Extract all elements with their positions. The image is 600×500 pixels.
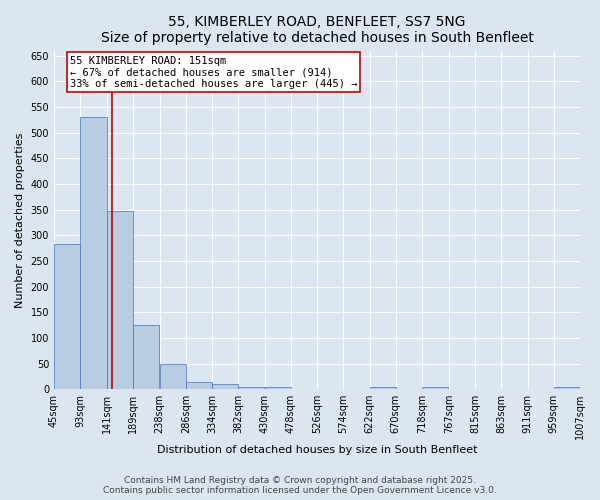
Bar: [370, 386, 396, 389]
Bar: [265, 386, 291, 389]
Text: 55 KIMBERLEY ROAD: 151sqm
← 67% of detached houses are smaller (914)
33% of semi: 55 KIMBERLEY ROAD: 151sqm ← 67% of detac…: [70, 56, 358, 89]
Bar: [107, 210, 133, 389]
Text: Contains HM Land Registry data © Crown copyright and database right 2025.
Contai: Contains HM Land Registry data © Crown c…: [103, 476, 497, 495]
Bar: [133, 325, 159, 389]
Bar: [238, 386, 265, 389]
Bar: [80, 117, 107, 389]
Title: 55, KIMBERLEY ROAD, BENFLEET, SS7 5NG
Size of property relative to detached hous: 55, KIMBERLEY ROAD, BENFLEET, SS7 5NG Si…: [101, 15, 533, 45]
Bar: [212, 384, 238, 389]
Bar: [186, 382, 212, 389]
Bar: [554, 386, 580, 389]
Bar: [422, 386, 448, 389]
Y-axis label: Number of detached properties: Number of detached properties: [15, 132, 25, 308]
Bar: [160, 364, 186, 389]
X-axis label: Distribution of detached houses by size in South Benfleet: Distribution of detached houses by size …: [157, 445, 477, 455]
Bar: [54, 244, 80, 389]
